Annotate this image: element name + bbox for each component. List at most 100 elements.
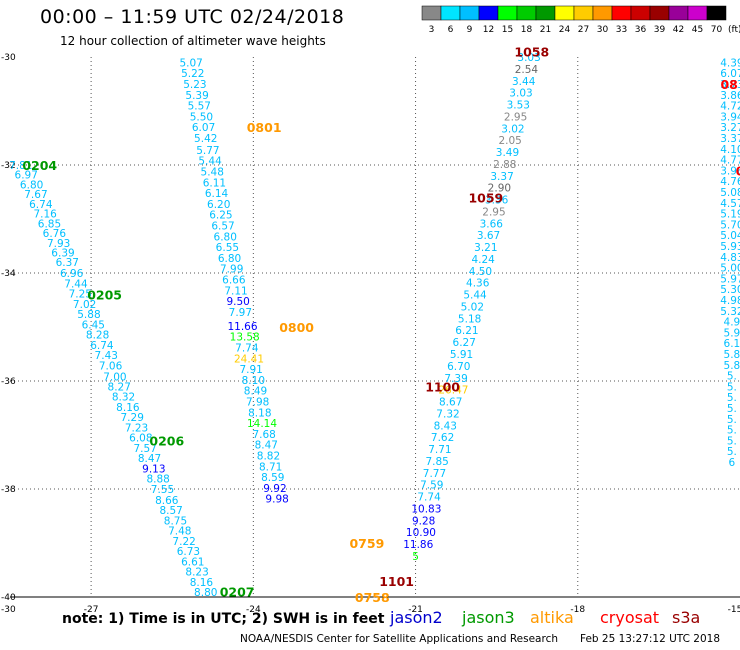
wave-height-value: 5.08 (720, 187, 740, 199)
chart-subtitle: 12 hour collection of altimeter wave hei… (60, 34, 326, 48)
wave-height-value: 3.67 (477, 230, 500, 242)
note-text: note: 1) Time is in UTC; 2) SWH is in fe… (62, 611, 385, 627)
wave-height-value: 5.18 (458, 313, 481, 325)
pass-time-label: 08 (720, 77, 737, 92)
pass-time-label: 0759 (349, 536, 384, 551)
x-tick-label: -24 (246, 605, 261, 615)
wave-height-value: 7.44 (64, 278, 88, 290)
pass-time-label: 0 (736, 163, 740, 178)
wave-height-value: 7.91 (239, 364, 262, 376)
wave-height-value: 7.06 (99, 360, 123, 372)
wave-height-value: 7.11 (224, 285, 247, 297)
wave-height-value: 5. (727, 403, 737, 415)
wave-height-value: 14.14 (247, 418, 277, 430)
wave-height-value: 8.27 (108, 381, 131, 393)
x-tick-label: -27 (84, 605, 99, 615)
wave-height-value: 5.07 (179, 57, 202, 69)
wave-height-value: 7.81 (9, 160, 32, 172)
legend-label: 12 (483, 25, 494, 35)
wave-height-value: 6.20 (207, 199, 230, 211)
satellite-label-jason3: jason3 (462, 608, 515, 627)
wave-height-value: 7.93 (47, 238, 70, 250)
wave-height-value: 5.8 (724, 349, 740, 361)
wave-height-value: 5.22 (181, 68, 204, 80)
wave-height-value: 7.59 (420, 480, 443, 492)
wave-height-value: 2.05 (498, 135, 521, 147)
wave-height-value: 5.00 (720, 263, 740, 275)
wave-height-value: 8.49 (244, 386, 267, 398)
wave-height-value: 2.95 (482, 206, 505, 218)
wave-height-value: 13.58 (230, 332, 260, 344)
wave-height-value: 6.08 (129, 433, 152, 445)
legend-label: 18 (521, 25, 533, 35)
legend-label: 15 (502, 25, 513, 35)
wave-height-value: 6.21 (455, 325, 478, 337)
wave-height-value: 6.1 (724, 338, 740, 350)
wave-height-value: 5.04 (720, 230, 740, 242)
wave-height-value: 7.16 (33, 209, 57, 221)
satellite-label-s3a: s3a (672, 608, 701, 627)
wave-height-value: 3.49 (496, 147, 519, 159)
legend-label: 33 (616, 25, 627, 35)
footer-timestamp: Feb 25 13:27:12 UTC 2018 (580, 633, 720, 645)
wave-height-value: 8.23 (185, 567, 208, 579)
wave-height-value: 5.50 (190, 111, 213, 123)
legend-label: 45 (692, 25, 703, 35)
y-tick-label: -40 (1, 593, 16, 603)
wave-height-value: 10.90 (406, 527, 436, 539)
wave-height-value: 6.66 (222, 274, 246, 286)
wave-height-value: 8.75 (164, 515, 187, 527)
satellite-label-jason2: jason2 (390, 608, 443, 627)
legend-label: 27 (578, 25, 589, 35)
wave-height-value: 6.25 (209, 210, 232, 222)
wave-height-value: 6.55 (216, 242, 239, 254)
wave-height-value: 5.77 (196, 145, 219, 157)
y-tick-label: -30 (1, 53, 16, 63)
wave-height-value: 6.45 (82, 319, 105, 331)
wave-height-value: 7.29 (121, 412, 144, 424)
wave-height-value: 5. (727, 371, 737, 383)
wave-height-value: 8.10 (242, 375, 265, 387)
wave-height-value: 9.92 (263, 483, 286, 495)
wave-height-value: 8.71 (259, 461, 282, 473)
wave-height-value: 5.19 (720, 209, 740, 221)
wave-height-value: 6.96 (60, 268, 84, 280)
wave-height-value: 3.53 (507, 100, 530, 112)
y-tick-label: -32 (1, 161, 16, 171)
wave-height-value: 6.97 (15, 170, 38, 182)
wave-height-value: 3.03 (509, 88, 532, 100)
wave-height-value: 3.37 (720, 133, 740, 145)
wave-height-value: 5.9 (724, 327, 740, 339)
wave-height-value: 8.80 (194, 587, 217, 599)
wave-height-value: 7.02 (73, 299, 96, 311)
wave-height-value: 7.25 (69, 289, 92, 301)
wave-height-value: 5. (727, 425, 737, 437)
wave-height-value: 3.03 (517, 52, 540, 64)
pass-time-label: 0800 (279, 320, 314, 335)
x-tick-label: -18 (570, 605, 585, 615)
wave-height-value: 11.86 (403, 539, 433, 551)
footer-credit: NOAA/NESDIS Center for Satellite Applica… (240, 633, 558, 645)
legend-label: 30 (597, 25, 609, 35)
wave-height-value: 9.13 (142, 463, 165, 475)
y-tick-label: -36 (1, 377, 16, 387)
wave-height-value: 6.11 (203, 177, 226, 189)
wave-height-value: 3.36 (485, 195, 509, 207)
pass-time-label: 0207 (220, 585, 255, 600)
wave-height-value: 6.74 (90, 340, 114, 352)
pass-time-label: 1100 (425, 379, 460, 394)
wave-height-value: 7.98 (246, 397, 269, 409)
wave-height-value: 5.30 (720, 284, 740, 296)
wave-height-value: 6.70 (447, 361, 470, 373)
legend-label: 9 (467, 25, 473, 35)
wave-height-value: 4.57 (720, 198, 740, 210)
pass-time-label: 0206 (149, 433, 184, 448)
y-tick-label: -38 (1, 485, 16, 495)
wave-height-value: 5.8 (724, 360, 740, 372)
wave-height-value: 3.37 (490, 171, 513, 183)
wave-height-value: 8.57 (159, 505, 182, 517)
wave-height-value: 5.70 (720, 219, 740, 231)
wave-height-value: 5.39 (185, 90, 208, 102)
pass-time-label: 0801 (247, 120, 282, 135)
legend-swatch (706, 5, 727, 21)
